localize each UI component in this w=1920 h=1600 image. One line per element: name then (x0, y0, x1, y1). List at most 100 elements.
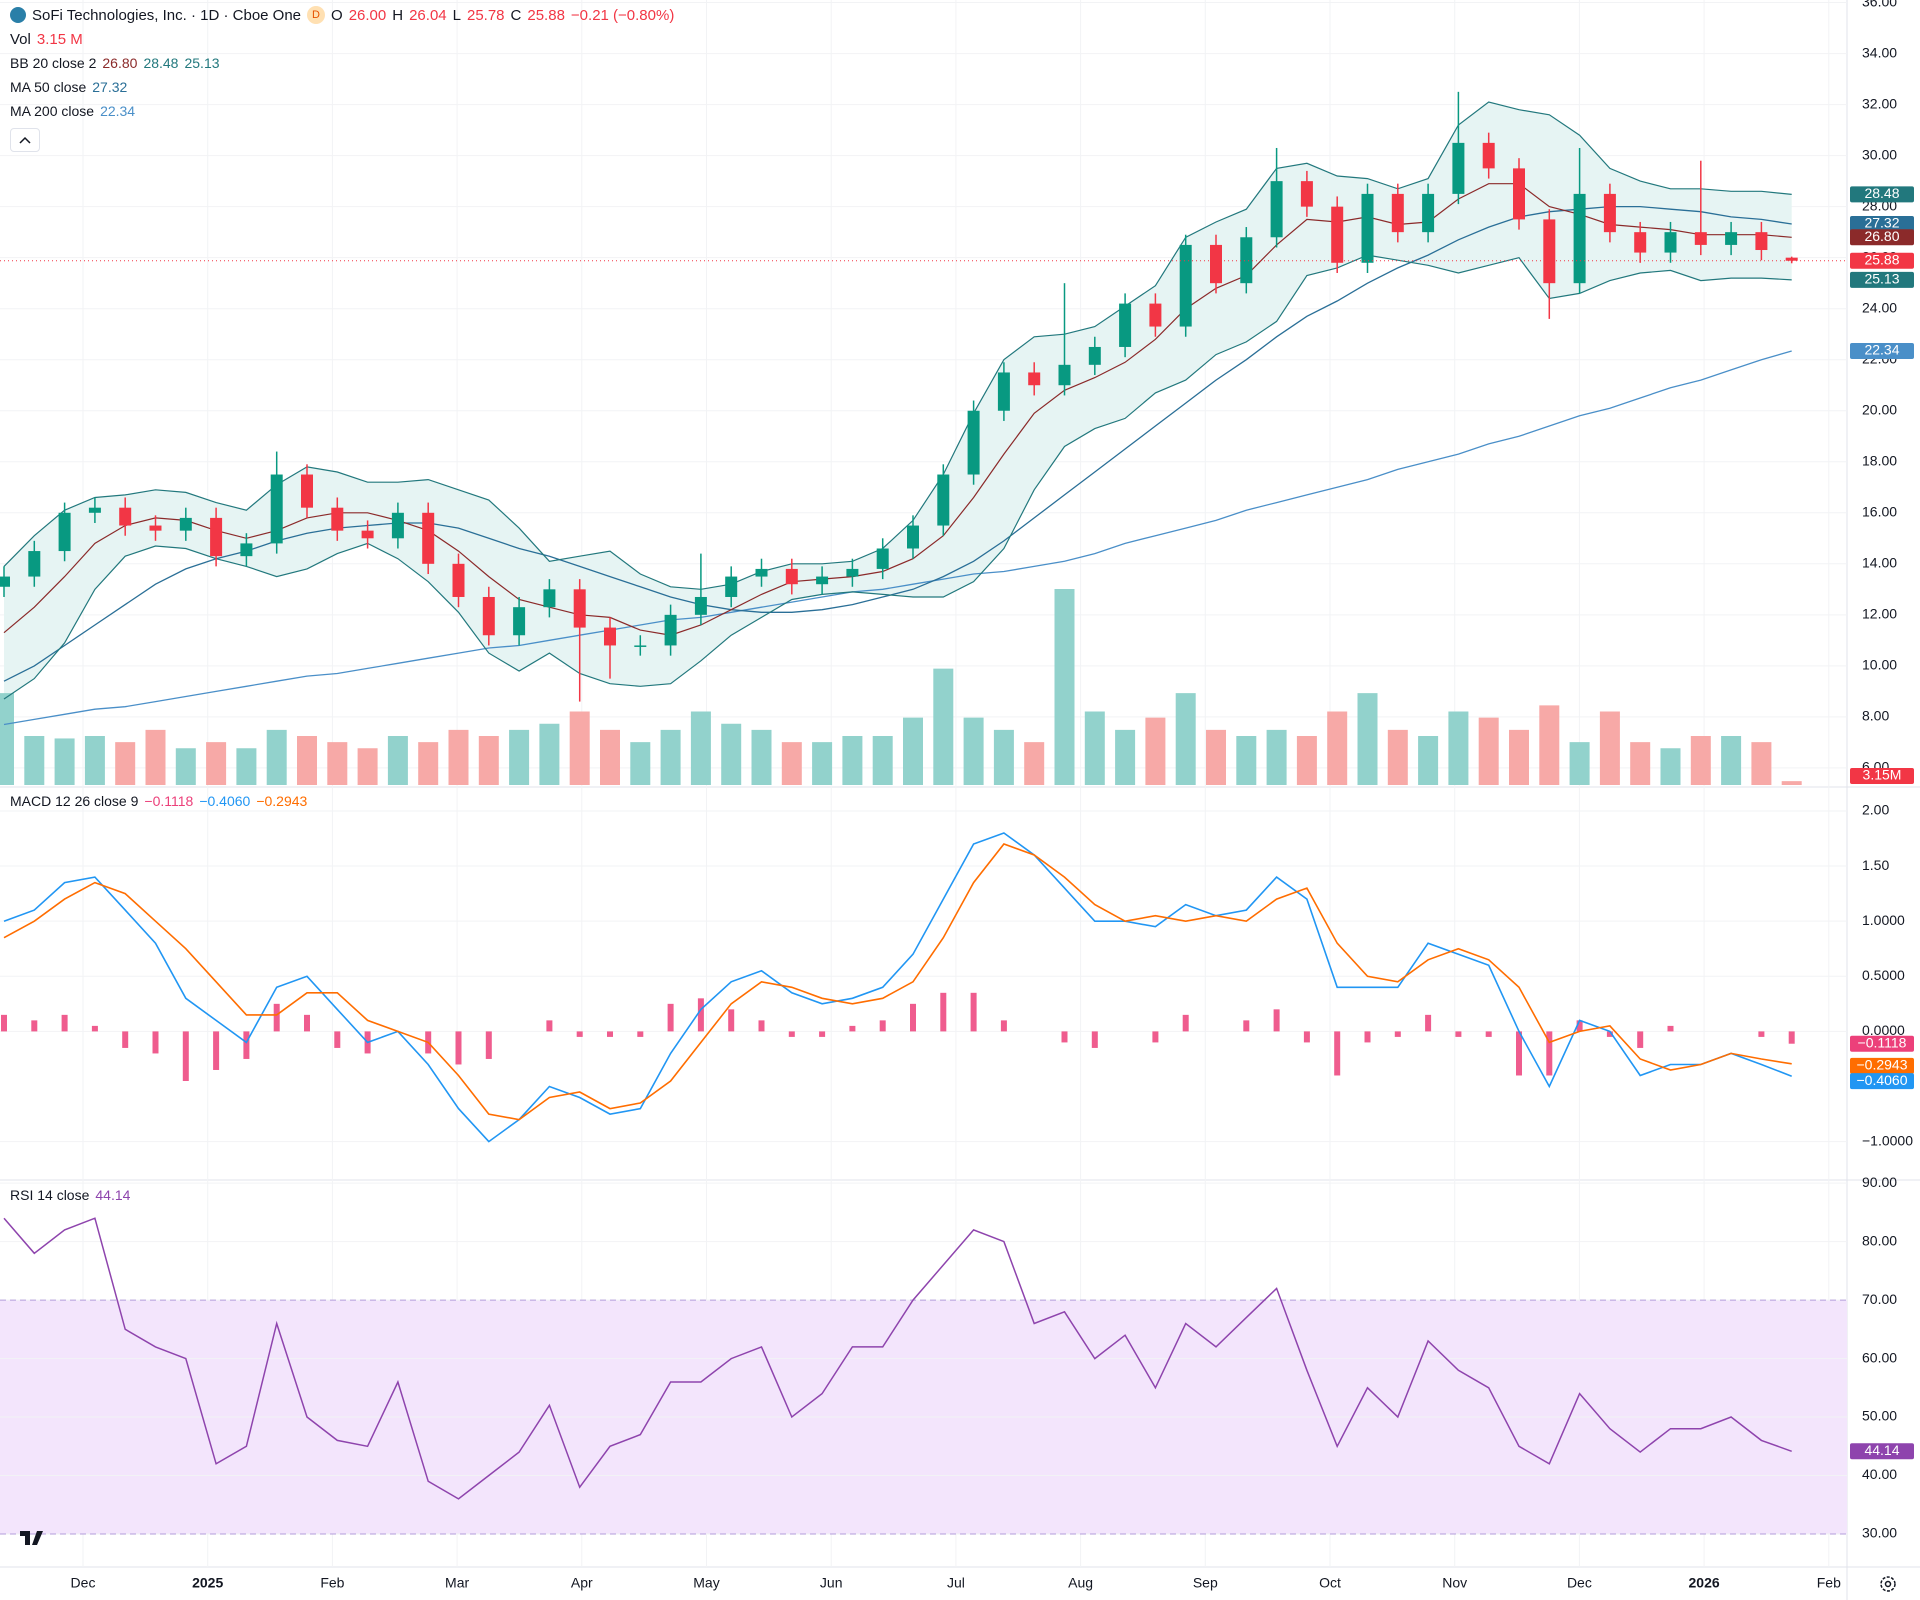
volume-bar (993, 729, 1014, 785)
candle-body (179, 517, 192, 531)
candle-body (1300, 181, 1313, 207)
indicator-value: 22.34 (100, 103, 136, 119)
chevron-icon (19, 136, 31, 144)
volume-bar (1024, 742, 1045, 785)
y-tick-label: 80.00 (1862, 1232, 1897, 1248)
indicator-value: 27.32 (92, 79, 128, 95)
histogram-bar (637, 1031, 644, 1037)
candle-body (88, 507, 101, 513)
volume-bar (54, 738, 75, 785)
y-tick-label: 40.00 (1862, 1466, 1897, 1482)
volume-bar (115, 742, 136, 785)
bb-basis-tag: 26.80 (1864, 228, 1899, 244)
candle-body (58, 512, 71, 552)
indicator-name[interactable]: MA 200 close (10, 103, 95, 119)
histogram-bar (1546, 1031, 1553, 1076)
histogram-bar (667, 1003, 674, 1032)
histogram-bar (1455, 1031, 1462, 1037)
candle-body (1603, 193, 1616, 233)
candle-body (1694, 232, 1707, 245)
market-badge[interactable]: D (307, 6, 326, 24)
histogram-bar (879, 1020, 886, 1032)
candle-body (634, 645, 647, 647)
candle-body (1149, 303, 1162, 327)
indicator-name[interactable]: Vol (10, 31, 31, 48)
candle-body (210, 517, 223, 557)
candle-body (1391, 193, 1404, 233)
histogram-bar (758, 1020, 765, 1032)
volume-bar (963, 717, 984, 785)
volume-bar (1296, 736, 1317, 785)
gear-outer (1880, 1576, 1896, 1592)
y-tick-label: 12.00 (1862, 606, 1897, 622)
candle-body (543, 589, 556, 608)
y-tick-label: 20.00 (1862, 401, 1897, 417)
indicator-name[interactable]: MA 50 close (10, 79, 87, 95)
volume-bar (448, 729, 469, 785)
volume-bar (721, 723, 742, 785)
histogram-bar (849, 1025, 856, 1032)
volume-bar (1539, 705, 1560, 785)
volume-bar (266, 729, 287, 785)
y-tick-label: 50.00 (1862, 1408, 1897, 1424)
volume-legend: Vol 3.15 M (10, 31, 83, 48)
candle-body (422, 512, 435, 564)
rsi-legend: RSI 14 close 44.14 (10, 1187, 130, 1203)
histogram-bar (61, 1014, 68, 1032)
indicator-value: 25.13 (184, 55, 220, 71)
y-tick-label: 14.00 (1862, 555, 1897, 571)
volume-bar (1357, 693, 1378, 785)
volume-bar (1387, 729, 1408, 785)
signal-line (3, 843, 1792, 1121)
candle-body (755, 568, 768, 577)
volume-bar (1630, 742, 1651, 785)
candle-body (361, 530, 374, 539)
y-tick-label: 30.00 (1862, 146, 1897, 162)
price-change: −0.21 (−0.80%) (570, 6, 675, 24)
volume-bar (539, 723, 560, 785)
y-tick-label: 0.5000 (1862, 967, 1905, 983)
histogram-bar (485, 1031, 492, 1059)
candle-body (1240, 237, 1253, 284)
volume-bar (1115, 729, 1136, 785)
candle-body (664, 614, 677, 646)
candle-body (1028, 372, 1041, 386)
volume-bar (569, 711, 590, 785)
histogram-bar (1788, 1031, 1795, 1044)
histogram-bar (152, 1031, 159, 1054)
candle-body (1634, 232, 1647, 253)
candle-body (694, 596, 707, 615)
candle-body (331, 507, 344, 531)
symbol-legend: SoFi Technologies, Inc. · 1D · Cboe One … (10, 6, 674, 24)
indicator-name[interactable]: BB 20 close 2 (10, 55, 97, 71)
histogram-bar (1667, 1025, 1674, 1032)
bb-basis-line (3, 183, 1792, 636)
y-tick-label: −1.0000 (1862, 1132, 1913, 1148)
indicator-name[interactable]: MACD 12 26 close 9 (10, 793, 139, 809)
volume-bar (1599, 711, 1620, 785)
x-tick-label: May (693, 1575, 719, 1591)
histogram-bar (1516, 1031, 1522, 1076)
volume-bar (478, 736, 499, 785)
candle-body (1573, 193, 1586, 284)
candle-body (997, 372, 1010, 411)
x-tick-label: Feb (320, 1575, 344, 1591)
candle-body (604, 627, 616, 646)
candle-body (28, 551, 41, 577)
settings-button[interactable] (1880, 1576, 1896, 1592)
candle-body (1513, 168, 1525, 220)
indicator-value: 26.80 (102, 55, 138, 71)
collapse-legend-button[interactable] (10, 128, 40, 152)
volume-bar (1418, 736, 1439, 785)
indicator-name[interactable]: RSI 14 close (10, 1187, 90, 1203)
candle-body (482, 596, 495, 636)
symbol-title[interactable]: SoFi Technologies, Inc. · 1D · Cboe One (32, 6, 302, 24)
candle-body (1452, 142, 1465, 194)
indicator-value: −0.2943 (256, 793, 308, 809)
rsi-tag: 44.14 (1864, 1442, 1899, 1458)
histogram-bar (1758, 1031, 1765, 1037)
volume-bar (357, 748, 378, 785)
volume-bar (236, 748, 257, 785)
